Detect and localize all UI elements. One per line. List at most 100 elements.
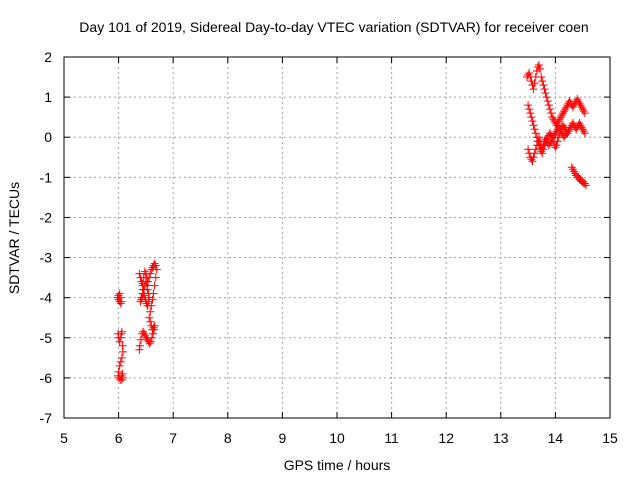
data-point [145, 293, 154, 302]
data-point [142, 333, 151, 342]
data-point [560, 133, 569, 142]
data-point [142, 281, 151, 290]
data-point [537, 73, 546, 82]
data-point [554, 123, 563, 132]
y-axis-label: SDTVAR / TECUs [6, 182, 22, 294]
data-point [538, 143, 547, 152]
data-point [528, 117, 537, 126]
data-point [548, 113, 557, 122]
data-point [116, 293, 125, 302]
y-tick-label: 1 [44, 89, 52, 105]
data-point [135, 345, 144, 354]
data-point [148, 295, 157, 304]
series-early-pass-a [113, 289, 127, 384]
data-point [581, 181, 590, 190]
data-point [539, 81, 548, 90]
data-point [573, 95, 582, 104]
data-point [115, 337, 124, 346]
data-point [150, 325, 159, 334]
data-point [529, 85, 538, 94]
data-point [577, 123, 586, 132]
y-tick-label: -7 [40, 410, 53, 426]
data-point [535, 61, 544, 70]
data-point [579, 107, 588, 116]
data-point [144, 337, 153, 346]
data-point [141, 331, 150, 340]
y-tick-labels: 2 1 0 -1 -2 -3 -4 -5 -6 -7 [40, 49, 53, 426]
data-point [579, 127, 588, 136]
data-point [538, 77, 547, 86]
data-point [148, 263, 157, 272]
data-point [540, 85, 549, 94]
data-point [140, 291, 149, 300]
data-point [145, 339, 154, 348]
data-point [149, 289, 158, 298]
data-point [145, 313, 154, 322]
data-point [146, 317, 155, 326]
x-tick-label: 6 [115, 430, 123, 446]
series-late-pass-d [567, 163, 590, 190]
data-point [152, 265, 161, 274]
y-tick-label: -3 [40, 250, 53, 266]
y-tick-label: -4 [40, 290, 53, 306]
grid-lines [64, 57, 610, 418]
data-point [533, 63, 542, 72]
data-point [116, 357, 125, 366]
data-point [551, 143, 560, 152]
data-point [543, 97, 552, 106]
data-point [577, 103, 586, 112]
data-point [147, 301, 156, 310]
x-tick-label: 7 [169, 430, 177, 446]
data-point [114, 295, 123, 304]
data-point [135, 341, 144, 350]
x-tick-label: 9 [279, 430, 287, 446]
data-point [114, 367, 123, 376]
series-early-pass-b [135, 259, 161, 354]
x-tick-label: 15 [602, 430, 618, 446]
data-point [568, 165, 577, 174]
data-point [151, 273, 160, 282]
data-point [150, 281, 159, 290]
data-point [117, 353, 126, 362]
data-point [544, 101, 553, 110]
data-point [559, 121, 568, 130]
data-point [118, 347, 127, 356]
data-point [528, 157, 537, 166]
data-point [561, 105, 570, 114]
data-point [136, 297, 145, 306]
data-point [146, 307, 155, 316]
data-points [113, 61, 590, 384]
data-point [524, 101, 533, 110]
data-point [116, 333, 125, 342]
data-point [555, 125, 564, 134]
data-point [524, 145, 533, 154]
chart-title: Day 101 of 2019, Sidereal Day-to-day VTE… [79, 19, 588, 35]
data-point [548, 135, 557, 144]
data-point [578, 125, 587, 134]
data-point [117, 375, 126, 384]
data-point [555, 115, 564, 124]
data-point [549, 133, 558, 142]
x-tick-label: 11 [384, 430, 399, 446]
data-point [118, 341, 127, 350]
data-point [578, 105, 587, 114]
data-point [527, 113, 536, 122]
y-tick-label: -5 [40, 330, 53, 346]
data-point [547, 109, 556, 118]
data-point [139, 327, 148, 336]
y-tick-label: -2 [40, 209, 53, 225]
x-tick-label: 14 [548, 430, 564, 446]
data-point [529, 153, 538, 162]
axis-ticks [63, 56, 611, 419]
data-point [116, 299, 125, 308]
y-tick-label: -6 [40, 370, 53, 386]
data-point [115, 297, 124, 306]
data-point [544, 141, 553, 150]
data-point [143, 285, 152, 294]
data-point [136, 335, 145, 344]
x-tick-label: 8 [224, 430, 232, 446]
data-point [531, 129, 540, 138]
data-point [530, 125, 539, 134]
data-point [569, 167, 578, 176]
